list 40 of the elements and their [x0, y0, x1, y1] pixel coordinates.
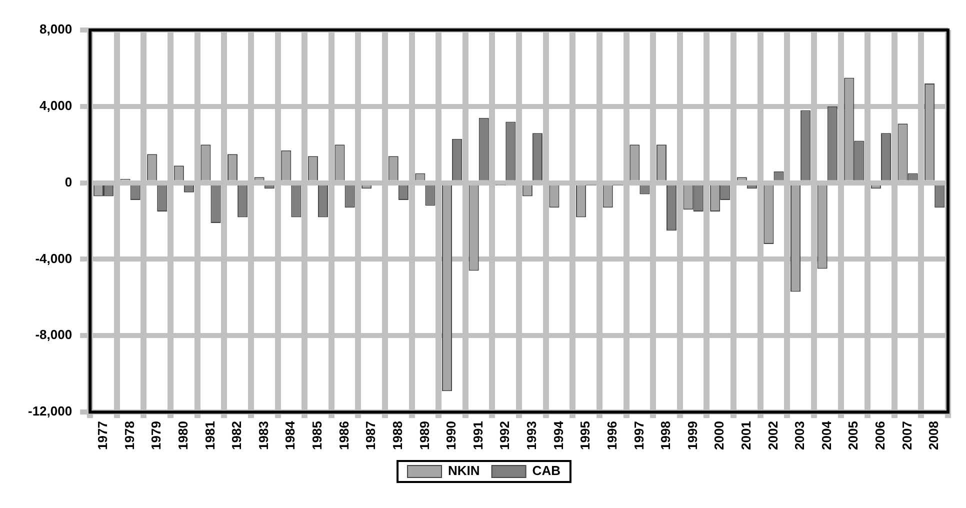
legend-label: NKIN [448, 463, 480, 478]
y-tick-label: -12,000 [28, 404, 72, 419]
x-tick-label: 1983 [256, 421, 271, 450]
x-tick-label: 1992 [497, 421, 512, 450]
x-tick-label: 2008 [926, 421, 942, 450]
x-tick-label: 1980 [176, 421, 191, 450]
x-tick-label: 1985 [310, 421, 325, 450]
x-tick-label: 2003 [792, 421, 808, 450]
x-tick-label: 1996 [604, 421, 620, 450]
x-tick-label: 1984 [282, 420, 298, 450]
y-tick-label: -8,000 [35, 327, 72, 342]
x-tick-label: 2001 [738, 421, 754, 450]
x-tick-label: 1991 [470, 421, 486, 450]
x-tick-label: 1998 [658, 421, 674, 450]
x-tick-label: 1994 [550, 420, 566, 450]
y-tick-label: -4,000 [35, 250, 72, 266]
x-tick-label: 1990 [444, 421, 459, 450]
x-tick-label: 1993 [524, 421, 540, 450]
legend-label: CAB [532, 463, 560, 478]
x-tick-label: 1989 [416, 421, 432, 450]
x-tick-label: 1982 [229, 421, 244, 450]
x-tick-label: 1995 [578, 421, 593, 450]
x-tick-label: 2007 [899, 421, 914, 450]
x-tick-label: 1987 [363, 421, 378, 450]
x-tick-label: 1979 [148, 421, 164, 450]
y-tick-label: 8,000 [40, 22, 72, 37]
y-tick-label: 0 [64, 174, 72, 190]
x-tick-label: 2000 [712, 421, 727, 450]
x-tick-label: 1986 [336, 421, 352, 450]
x-tick-label: 1999 [684, 421, 700, 450]
x-tick-label: 1981 [202, 421, 218, 450]
x-tick-label: 2004 [818, 420, 834, 450]
x-tick-label: 2006 [872, 421, 888, 450]
x-tick-label: 2005 [846, 421, 861, 450]
x-tick-label: 2002 [765, 421, 780, 450]
x-tick-label: 1997 [631, 421, 646, 450]
x-tick-label: 1977 [95, 421, 110, 450]
x-tick-label: 1988 [390, 421, 405, 450]
x-tick-label: 1978 [122, 421, 137, 450]
y-tick-label: 4,000 [40, 98, 72, 113]
